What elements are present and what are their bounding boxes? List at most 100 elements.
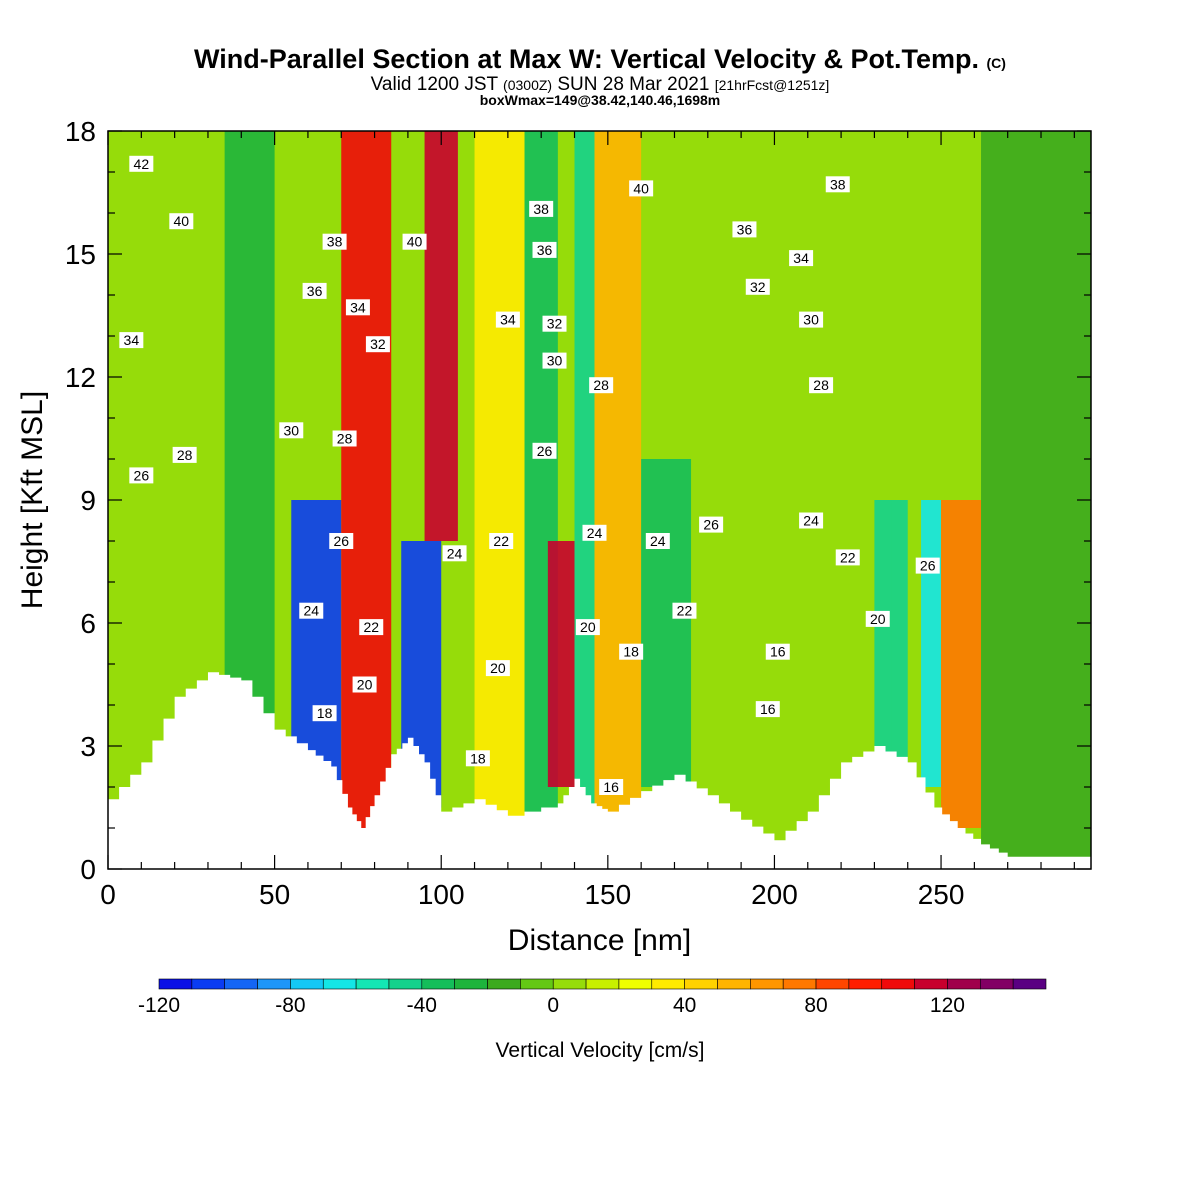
velocity-cell [547,541,575,787]
colorbar-segment [848,978,883,990]
contour-label-box [302,282,327,299]
contour-label-box [672,602,697,619]
contour-label-box [172,446,197,463]
y-tick-label: 15 [65,239,96,270]
contour-label: 32 [547,316,563,332]
contour-label-box [345,299,370,316]
colorbar-segment [191,978,226,990]
velocity-cell [424,131,458,541]
colorbar-segment [651,978,685,990]
colorbar-tick-label: 120 [930,994,965,1017]
valid-date: SUN 28 Mar 2021 [557,74,710,95]
contour-label: 30 [547,353,563,369]
y-tick-label: 9 [80,485,96,516]
contour-label-box [825,176,850,193]
colorbar-segment [257,978,291,990]
contour-label: 38 [830,176,846,192]
contour-label-box [589,377,614,394]
contour-label: 18 [470,750,486,766]
contour-label: 20 [580,619,596,635]
contour-label-box [299,602,324,619]
colorbar-tick-label: -40 [407,994,437,1017]
contour-label-box [542,315,567,332]
velocity-cell [474,131,525,869]
colorbar-segment [947,978,981,990]
contour-label-box [532,241,557,258]
contour-label: 34 [500,312,516,328]
colorbar-segment [487,978,521,990]
colorbar-segment [815,978,850,990]
colorbar-tick-label: 40 [673,994,696,1017]
colorbar-segment [552,978,587,990]
contour-label-box [119,332,144,349]
velocity-cell [574,131,595,869]
contour-label-box [542,352,567,369]
x-tick-label: 250 [918,879,965,910]
contour-label-box [169,213,194,230]
contour-label: 22 [840,549,856,565]
contour-label-box [582,524,607,541]
colorbar-segment [290,978,324,990]
colorbar-tick-label: 80 [804,994,827,1017]
colorbar-segment [454,978,488,990]
contour-label: 26 [537,443,553,459]
contour-label-box [799,512,824,529]
contour-label: 18 [317,705,333,721]
contour-label: 28 [177,447,193,463]
contour-label: 34 [124,332,140,348]
contour-label-box [619,643,644,660]
contour-label: 24 [587,525,603,541]
contour-label: 24 [303,603,319,619]
y-tick-label: 12 [65,362,96,393]
contour-label: 34 [350,299,366,315]
colorbar-segment [914,978,948,990]
contour-label-box [532,442,557,459]
contour-label-box [865,610,890,627]
chart-title: Wind-Parallel Section at Max W: Vertical… [194,44,1006,74]
contour-label-box [485,660,510,677]
colorbar-segment [322,978,357,990]
contour-label-box [402,233,427,250]
colorbar-segment [585,978,620,990]
y-tick-label: 6 [80,608,96,639]
contour-label: 16 [760,701,776,717]
contour-label-box [699,516,724,533]
velocity-cell [921,500,942,787]
colorbar-segment [618,978,653,990]
contour-label: 28 [593,377,609,393]
contour-label: 22 [677,603,693,619]
y-axis-label: Height [Kft MSL] [16,391,49,609]
colorbar-segment [782,978,817,990]
x-tick-label: 150 [584,879,631,910]
colorbar-tick-label: 0 [547,994,559,1017]
velocity-cell [594,131,642,869]
chart-subtitle: Valid 1200 JST (0300Z) SUN 28 Mar 2021 [… [0,74,1200,96]
contour-label: 36 [737,221,753,237]
terrain-mask [108,672,1091,869]
contour-label-box [835,549,860,566]
colorbar-label: Vertical Velocity [cm/s] [496,1039,705,1062]
colorbar-segment [750,978,784,990]
colorbar-segment [388,978,423,990]
contour-label: 22 [363,619,379,635]
contour-label-box [755,701,780,718]
contour-label: 20 [870,611,886,627]
contour-label-box [442,545,467,562]
y-tick-label: 18 [65,116,96,147]
colorbar-segment [979,978,1014,990]
contour-label-box [489,533,514,549]
contour-label-box [129,155,154,172]
contour-label-box [765,643,790,660]
contour-label: 20 [490,660,506,676]
contour-label-box [322,233,347,250]
colorbar-segment [684,978,718,990]
contour-label: 38 [533,201,549,217]
contour-label-box [329,533,354,549]
contour-label-box [465,750,490,767]
y-tick-label: 3 [80,731,96,762]
contour-label-box [495,311,520,328]
colorbar-tick-label: -120 [138,994,180,1017]
contour-label: 40 [407,234,423,250]
